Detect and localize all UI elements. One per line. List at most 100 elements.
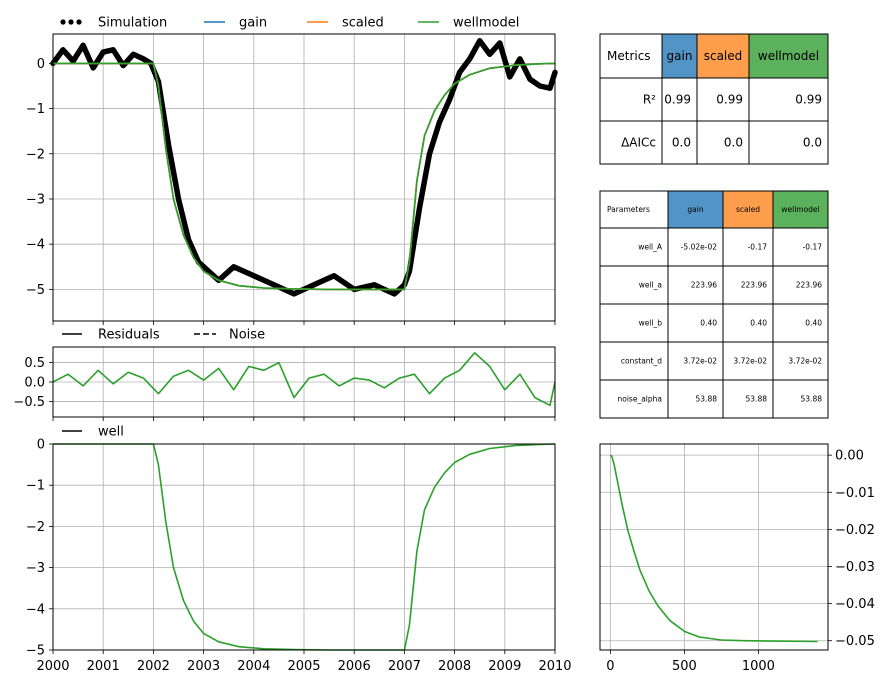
axes-frame (599, 443, 829, 651)
y-tick-label: −3 (26, 192, 45, 207)
series-residuals (52, 351, 556, 407)
legend-heads: Simulation gain scaled wellmodel (60, 16, 519, 31)
table-value: 223.96 (796, 281, 822, 290)
y-tick-label: −0.04 (835, 597, 875, 612)
legend-marker (76, 19, 82, 25)
y-tick-label: −1 (26, 479, 45, 494)
table-value-cell (667, 227, 724, 267)
table-value: 0.99 (716, 93, 743, 107)
table-value: -0.17 (748, 243, 768, 252)
table-row-label: noise_alpha (618, 395, 663, 404)
table-value-cell (772, 265, 829, 305)
y-tick-label: −5 (26, 283, 45, 298)
table-value: 223.96 (691, 281, 717, 290)
y-tick-label: −5 (26, 644, 45, 659)
y-tick-label: −0.05 (835, 634, 875, 649)
y-tick-label: 0 (37, 57, 45, 72)
table-value: -0.17 (803, 243, 823, 252)
metrics-table: Metrics gain scaled wellmodel R² 0.99 0.99 0.99… (599, 33, 829, 165)
table-value: 53.88 (696, 395, 718, 404)
x-tick-label: 2001 (87, 659, 120, 674)
table-value-cell (772, 227, 829, 267)
table-header-label: gain (687, 205, 703, 214)
table-value-cell (722, 265, 774, 305)
table-value: 0.0 (724, 136, 743, 150)
y-tick-label: −4 (26, 602, 45, 617)
table-row-label: constant_d (621, 357, 662, 366)
x-tick-label: 500 (672, 659, 697, 674)
table-header-label: scaled (736, 205, 760, 214)
table-value-cell (667, 379, 724, 419)
x-tick-label: 0 (606, 659, 614, 674)
axes-frame (52, 443, 556, 651)
table-value-cell (661, 120, 698, 165)
table-value: 223.96 (741, 281, 767, 290)
table-row-label: R² (643, 93, 656, 107)
series-wellmodel (53, 62, 556, 291)
table-header-cell (722, 190, 774, 229)
table-value: -5.02e-02 (681, 243, 717, 252)
table-row-label-cell (599, 120, 663, 165)
table-header-label: wellmodel (758, 49, 819, 63)
table-value-cell (696, 77, 750, 122)
table-value: 3.72e-02 (733, 357, 767, 366)
table-header-label: scaled (704, 49, 743, 63)
y-tick-label: −2 (26, 520, 45, 535)
table-value: 0.0 (672, 136, 691, 150)
table-row-label-cell (599, 227, 669, 267)
y-tick-label: −0.5 (13, 395, 45, 410)
table-corner-label: Parameters (607, 205, 650, 214)
y-tick-label: −3 (26, 561, 45, 576)
table-value: 0.40 (700, 319, 717, 328)
x-tick-label: 2004 (237, 659, 270, 674)
legend-label: scaled (342, 16, 384, 31)
panel-residuals: 0.5 0.0 −0.5 (13, 346, 556, 421)
legend-marker (68, 19, 74, 25)
table-value: 0.40 (750, 319, 767, 328)
table-value: 0.0 (803, 136, 822, 150)
table-header-cell (772, 190, 829, 229)
table-value-cell (722, 341, 774, 381)
legend-label: well (98, 425, 124, 440)
table-value-cell (772, 379, 829, 419)
x-tick-label: 2000 (36, 659, 69, 674)
x-tick-label: 1000 (742, 659, 775, 674)
table-value: 53.88 (801, 395, 823, 404)
table-row-label-cell (599, 303, 669, 343)
legend-residuals: Residuals Noise (62, 328, 265, 343)
y-tick-label: −1 (26, 102, 45, 117)
table-row-label: ΔAICc (621, 136, 656, 150)
x-tick-label: 2002 (137, 659, 170, 674)
y-tick-label: −0.03 (835, 560, 875, 575)
table-row-label: well_b (639, 319, 663, 328)
table-value-cell (748, 120, 829, 165)
table-header-label: gain (667, 49, 693, 63)
y-tick-label: 0 (37, 438, 45, 453)
y-tick-label: −0.02 (835, 523, 875, 538)
table-value-cell (667, 303, 724, 343)
table-row-label: well_a (639, 281, 662, 290)
axes-frame (52, 33, 556, 322)
legend-label: gain (239, 16, 267, 31)
y-tick-label: 0.0 (24, 376, 45, 391)
x-tick-label: 2008 (438, 659, 471, 674)
y-tick-label: 0.5 (24, 356, 45, 371)
table-header-label: wellmodel (781, 205, 819, 214)
table-value: 53.88 (746, 395, 768, 404)
table-corner-cell (599, 190, 669, 229)
legend-label: wellmodel (453, 16, 519, 31)
panel-step-response: 0.00 −0.01 −0.02 −0.03 −0.04 −0.05 0 500 1000 (599, 443, 875, 674)
legend-label: Simulation (98, 16, 167, 31)
table-row-label: well_A (638, 243, 663, 252)
legend-label: Noise (229, 328, 265, 343)
x-tick-label: 2007 (388, 659, 421, 674)
table-row-label-cell (599, 265, 669, 305)
x-tick-label: 2010 (538, 659, 571, 674)
y-tick-label: −2 (26, 147, 45, 162)
axes-frame (52, 346, 556, 418)
table-value: 3.72e-02 (788, 357, 822, 366)
y-tick-label: −4 (26, 238, 45, 253)
legend-marker (60, 19, 66, 25)
series-wellmodel (609, 454, 818, 643)
